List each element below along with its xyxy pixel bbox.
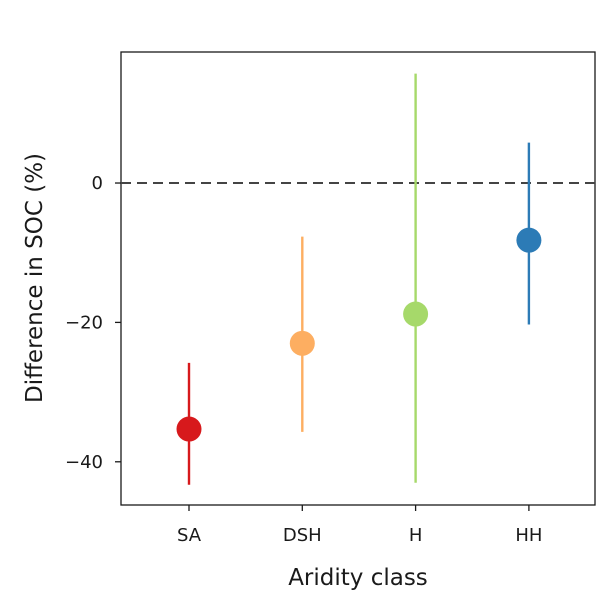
marks-layer [121,73,595,485]
point-dsh [289,330,315,356]
x-axis-title: Aridity class [288,565,428,590]
x-tick-label-dsh: DSH [283,525,322,546]
x-tick-label-sa: SA [177,525,202,546]
y-tick-label: −40 [65,452,103,473]
point-hh [516,227,542,253]
x-tick-label-hh: HH [515,525,542,546]
x-tick-label-h: H [409,525,423,546]
plot-frame [120,51,596,506]
y-tick-label: −20 [65,312,103,333]
point-h [403,301,429,327]
point-sa [176,416,202,442]
y-axis-title: Difference in SOC (%) [22,153,48,403]
y-tick-label: 0 [92,173,103,194]
